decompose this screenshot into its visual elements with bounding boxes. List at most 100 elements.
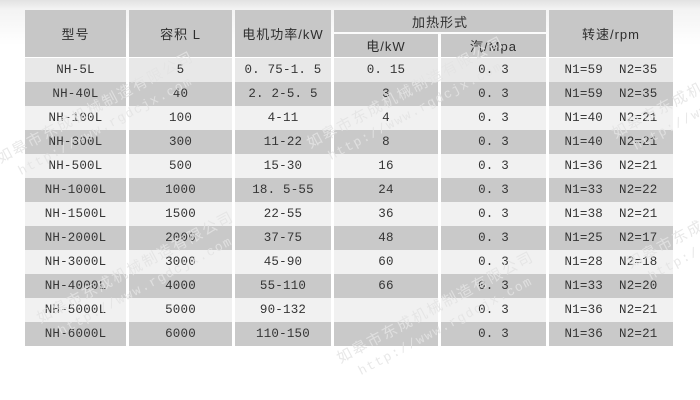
cell-speed: N1=33 N2=20	[549, 274, 673, 298]
speed-n1: N1=59	[564, 87, 603, 101]
cell-capacity: 5000	[129, 298, 232, 322]
speed-n2: N2=35	[619, 63, 658, 77]
cell-electric	[334, 322, 438, 346]
speed-n1: N1=25	[564, 231, 603, 245]
speed-n2: N2=21	[619, 327, 658, 341]
cell-motor-power: 0. 75-1. 5	[235, 58, 331, 82]
cell-model: NH-1500L	[25, 202, 126, 226]
cell-steam: 0. 3	[441, 106, 546, 130]
cell-electric: 16	[334, 154, 438, 178]
header-motor-power: 电机功率/kW	[235, 10, 331, 57]
table-row: NH-300L 300 11-22 8 0. 3 N1=40 N2=21	[25, 130, 673, 154]
cell-motor-power: 2. 2-5. 5	[235, 82, 331, 106]
cell-model: NH-2000L	[25, 226, 126, 250]
speed-n1: N1=36	[564, 303, 603, 317]
cell-electric: 3	[334, 82, 438, 106]
speed-n1: N1=36	[564, 159, 603, 173]
cell-model: NH-300L	[25, 130, 126, 154]
speed-n2: N2=17	[619, 231, 658, 245]
cell-model: NH-500L	[25, 154, 126, 178]
header-speed: 转速/rpm	[549, 10, 673, 57]
table-row: NH-1500L 1500 22-55 36 0. 3 N1=38 N2=21	[25, 202, 673, 226]
speed-n1: N1=59	[564, 63, 603, 77]
spec-table: 型号 容积 L 电机功率/kW 加热形式 电/kW 汽/Mpa 转速/rpm N…	[25, 10, 673, 346]
cell-motor-power: 55-110	[235, 274, 331, 298]
cell-motor-power: 37-75	[235, 226, 331, 250]
cell-speed: N1=36 N2=21	[549, 154, 673, 178]
cell-capacity: 2000	[129, 226, 232, 250]
table-header-row: 型号 容积 L 电机功率/kW 加热形式 电/kW 汽/Mpa 转速/rpm	[25, 10, 673, 57]
header-heating-type: 加热形式	[334, 10, 546, 32]
table-row: NH-2000L 2000 37-75 48 0. 3 N1=25 N2=17	[25, 226, 673, 250]
speed-n2: N2=22	[619, 183, 658, 197]
cell-speed: N1=25 N2=17	[549, 226, 673, 250]
cell-steam: 0. 3	[441, 250, 546, 274]
cell-steam: 0. 3	[441, 202, 546, 226]
cell-electric: 66	[334, 274, 438, 298]
cell-motor-power: 15-30	[235, 154, 331, 178]
cell-capacity: 500	[129, 154, 232, 178]
cell-capacity: 1000	[129, 178, 232, 202]
header-model: 型号	[25, 10, 126, 57]
cell-model: NH-40L	[25, 82, 126, 106]
cell-speed: N1=40 N2=21	[549, 130, 673, 154]
cell-capacity: 3000	[129, 250, 232, 274]
cell-capacity: 300	[129, 130, 232, 154]
cell-model: NH-6000L	[25, 322, 126, 346]
cell-motor-power: 45-90	[235, 250, 331, 274]
cell-speed: N1=59 N2=35	[549, 58, 673, 82]
cell-motor-power: 22-55	[235, 202, 331, 226]
cell-steam: 0. 3	[441, 274, 546, 298]
speed-n1: N1=33	[564, 183, 603, 197]
cell-motor-power: 18. 5-55	[235, 178, 331, 202]
speed-n1: N1=36	[564, 327, 603, 341]
header-capacity: 容积 L	[129, 10, 232, 57]
cell-electric: 36	[334, 202, 438, 226]
cell-capacity: 40	[129, 82, 232, 106]
header-electric: 电/kW	[334, 34, 438, 57]
speed-n2: N2=18	[619, 255, 658, 269]
table-body: NH-5L 5 0. 75-1. 5 0. 15 0. 3 N1=59 N2=3…	[25, 58, 673, 346]
cell-speed: N1=36 N2=21	[549, 322, 673, 346]
table-row: NH-1000L 1000 18. 5-55 24 0. 3 N1=33 N2=…	[25, 178, 673, 202]
cell-motor-power: 90-132	[235, 298, 331, 322]
speed-n2: N2=21	[619, 111, 658, 125]
cell-steam: 0. 3	[441, 130, 546, 154]
cell-electric: 4	[334, 106, 438, 130]
speed-n2: N2=21	[619, 303, 658, 317]
cell-model: NH-5L	[25, 58, 126, 82]
speed-n2: N2=20	[619, 279, 658, 293]
cell-capacity: 6000	[129, 322, 232, 346]
table-row: NH-500L 500 15-30 16 0. 3 N1=36 N2=21	[25, 154, 673, 178]
cell-speed: N1=28 N2=18	[549, 250, 673, 274]
table-row: NH-5L 5 0. 75-1. 5 0. 15 0. 3 N1=59 N2=3…	[25, 58, 673, 82]
speed-n1: N1=33	[564, 279, 603, 293]
speed-n2: N2=21	[619, 207, 658, 221]
cell-steam: 0. 3	[441, 58, 546, 82]
cell-speed: N1=33 N2=22	[549, 178, 673, 202]
speed-n2: N2=35	[619, 87, 658, 101]
cell-speed: N1=59 N2=35	[549, 82, 673, 106]
cell-motor-power: 4-11	[235, 106, 331, 130]
cell-motor-power: 11-22	[235, 130, 331, 154]
cell-steam: 0. 3	[441, 154, 546, 178]
cell-electric: 48	[334, 226, 438, 250]
cell-electric	[334, 298, 438, 322]
cell-capacity: 5	[129, 58, 232, 82]
cell-model: NH-3000L	[25, 250, 126, 274]
cell-speed: N1=40 N2=21	[549, 106, 673, 130]
table-row: NH-6000L 6000 110-150 0. 3 N1=36 N2=21	[25, 322, 673, 346]
cell-speed: N1=38 N2=21	[549, 202, 673, 226]
cell-model: NH-1000L	[25, 178, 126, 202]
cell-model: NH-100L	[25, 106, 126, 130]
cell-electric: 60	[334, 250, 438, 274]
table-row: NH-4000L 4000 55-110 66 0. 3 N1=33 N2=20	[25, 274, 673, 298]
cell-steam: 0. 3	[441, 226, 546, 250]
table-row: NH-3000L 3000 45-90 60 0. 3 N1=28 N2=18	[25, 250, 673, 274]
speed-n2: N2=21	[619, 135, 658, 149]
cell-electric: 24	[334, 178, 438, 202]
cell-electric: 0. 15	[334, 58, 438, 82]
cell-capacity: 100	[129, 106, 232, 130]
speed-n1: N1=40	[564, 111, 603, 125]
speed-n1: N1=40	[564, 135, 603, 149]
